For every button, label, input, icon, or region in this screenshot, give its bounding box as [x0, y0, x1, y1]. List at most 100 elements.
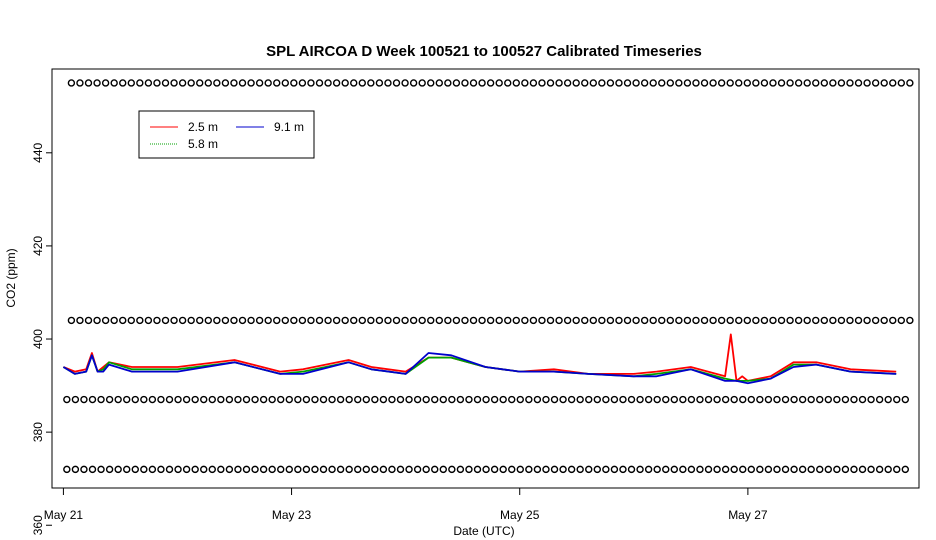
- marker-point: [550, 465, 559, 474]
- marker-point: [319, 465, 328, 474]
- marker-point: [773, 465, 781, 474]
- marker-point: [829, 316, 837, 325]
- marker-point: [790, 465, 798, 474]
- marker-point: [336, 395, 345, 404]
- marker-point: [84, 79, 93, 87]
- marker-point: [392, 79, 401, 87]
- marker-point: [726, 79, 734, 87]
- marker-point: [884, 465, 892, 474]
- marker-point: [897, 79, 906, 87]
- legend-label-2-5m: 2.5 m: [188, 120, 218, 134]
- marker-point: [119, 316, 127, 325]
- marker-point: [752, 79, 760, 87]
- series-lines: [62, 333, 897, 385]
- marker-point: [478, 79, 486, 87]
- marker-point: [217, 395, 225, 404]
- marker-point: [533, 465, 542, 474]
- marker-point: [379, 395, 388, 404]
- marker-point: [264, 316, 272, 325]
- marker-point: [123, 465, 131, 474]
- marker-point: [521, 79, 529, 87]
- marker-point: [302, 395, 311, 404]
- marker-point: [67, 79, 76, 87]
- marker-point: [786, 316, 794, 325]
- marker-point: [525, 465, 533, 474]
- marker-point: [777, 316, 786, 325]
- marker-point: [675, 79, 683, 87]
- marker-point: [730, 395, 738, 404]
- marker-point: [114, 465, 122, 474]
- marker-point: [88, 395, 97, 404]
- marker-point: [769, 316, 777, 325]
- y-axis: 360 380 400 420 440: [31, 142, 52, 535]
- marker-point: [538, 316, 546, 325]
- marker-point: [538, 79, 546, 87]
- marker-point: [354, 465, 362, 474]
- marker-point: [123, 395, 131, 404]
- y-tick-label: 380: [31, 422, 45, 442]
- marker-point: [165, 395, 174, 404]
- marker-point: [247, 316, 255, 325]
- marker-point: [679, 395, 687, 404]
- marker-point: [105, 465, 114, 474]
- marker-point: [662, 465, 670, 474]
- marker-point: [319, 395, 328, 404]
- marker-point: [277, 465, 285, 474]
- marker-point: [824, 465, 833, 474]
- marker-point: [670, 465, 679, 474]
- marker-point: [889, 316, 897, 325]
- marker-point: [739, 465, 747, 474]
- marker-point: [427, 316, 435, 325]
- marker-point: [606, 316, 615, 325]
- marker-point: [615, 79, 623, 87]
- marker-point: [636, 395, 644, 404]
- marker-point: [632, 316, 640, 325]
- marker-point: [884, 395, 892, 404]
- marker-point: [371, 465, 379, 474]
- marker-point: [841, 395, 850, 404]
- marker-point: [687, 465, 696, 474]
- marker-point: [563, 316, 572, 325]
- marker-point: [696, 395, 704, 404]
- x-axis-label: Date (UTC): [453, 524, 514, 538]
- marker-point: [850, 465, 858, 474]
- marker-point: [268, 465, 276, 474]
- marker-point: [332, 316, 341, 325]
- marker-point: [76, 316, 84, 325]
- marker-point: [752, 316, 760, 325]
- marker-point: [615, 316, 623, 325]
- marker-point: [623, 316, 632, 325]
- marker-point: [345, 395, 353, 404]
- marker-point: [863, 316, 871, 325]
- marker-point: [764, 465, 773, 474]
- marker-point: [619, 395, 627, 404]
- marker-point: [444, 316, 452, 325]
- marker-point: [786, 79, 794, 87]
- marker-point: [140, 395, 148, 404]
- marker-point: [157, 395, 165, 404]
- marker-point: [350, 316, 358, 325]
- marker-point: [713, 395, 721, 404]
- marker-point: [93, 316, 101, 325]
- marker-point: [174, 395, 182, 404]
- marker-point: [148, 395, 157, 404]
- marker-point: [341, 316, 349, 325]
- marker-point: [653, 465, 661, 474]
- marker-point: [465, 465, 473, 474]
- marker-point: [461, 316, 469, 325]
- marker-point: [837, 316, 846, 325]
- marker-point: [221, 79, 230, 87]
- y-axis-label: CO2 (ppm): [4, 248, 18, 307]
- marker-point: [700, 316, 709, 325]
- marker-point: [315, 79, 324, 87]
- marker-point: [200, 395, 208, 404]
- marker-point: [101, 79, 110, 87]
- marker-point: [559, 465, 567, 474]
- marker-point: [230, 79, 238, 87]
- marker-point: [627, 395, 636, 404]
- marker-point: [187, 79, 195, 87]
- marker-point: [431, 465, 439, 474]
- marker-point: [841, 465, 850, 474]
- marker-point: [495, 79, 503, 87]
- marker-point: [683, 316, 692, 325]
